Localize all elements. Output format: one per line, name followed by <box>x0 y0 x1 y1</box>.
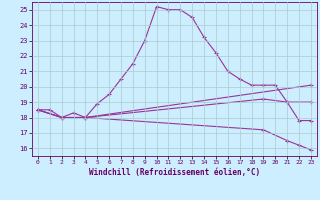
X-axis label: Windchill (Refroidissement éolien,°C): Windchill (Refroidissement éolien,°C) <box>89 168 260 177</box>
